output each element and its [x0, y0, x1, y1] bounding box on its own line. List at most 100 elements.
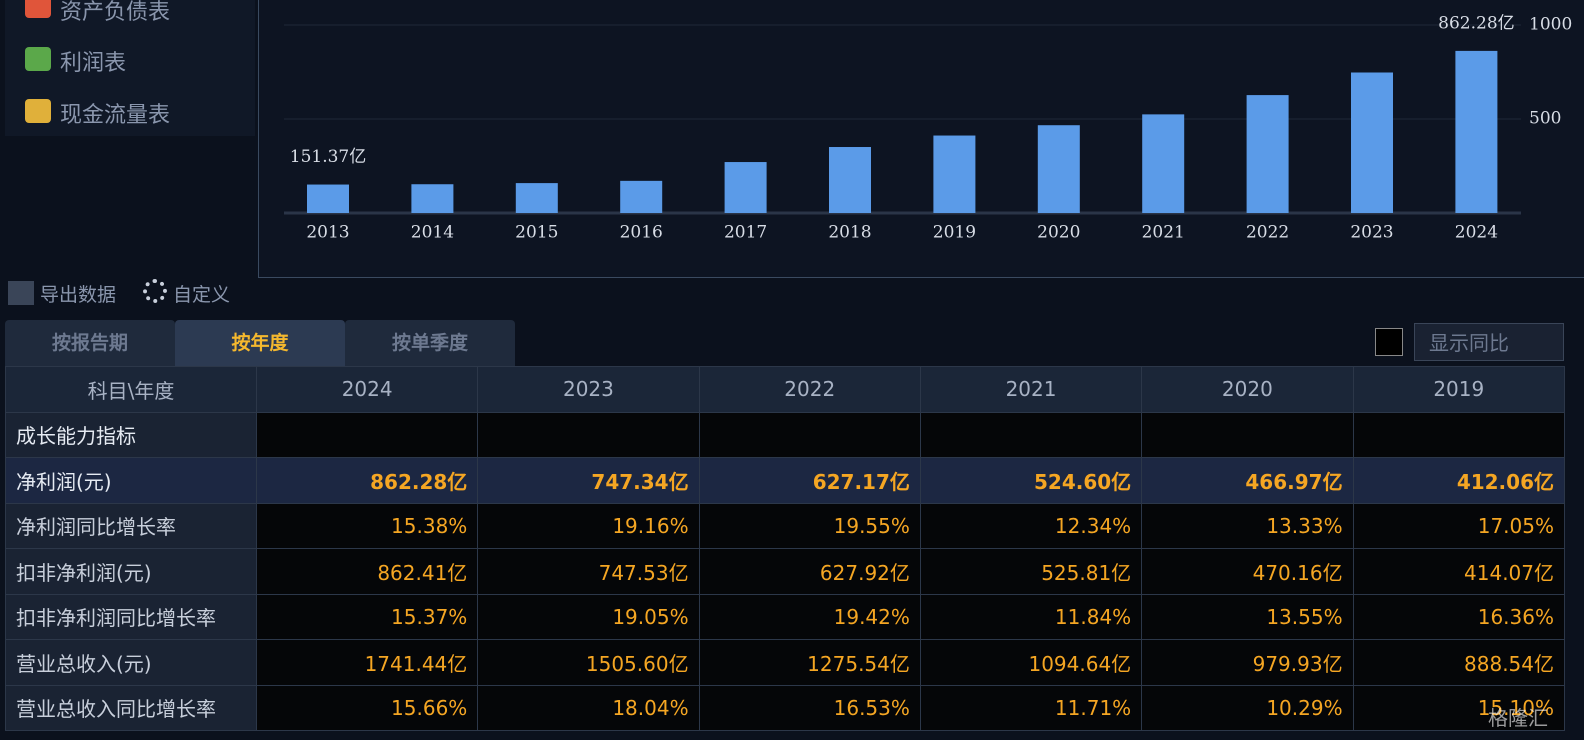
header-cell: 2024 — [255, 366, 479, 413]
bar — [1351, 72, 1393, 213]
icon — [143, 279, 167, 303]
header-cell: 2020 — [1141, 366, 1354, 413]
sidebar: 资产负债表 利润表 现金流量表 — [5, 0, 255, 136]
table-cell: 627.92亿 — [698, 548, 921, 595]
table-cell: 11.71% — [919, 684, 1143, 731]
custom-button[interactable]: 自定义 — [173, 284, 231, 306]
menu-item[interactable]: 资产负债表 — [60, 0, 171, 25]
table-cell: 888.54亿 — [1352, 639, 1566, 686]
export-button[interactable]: 导出数据 — [40, 284, 117, 306]
checkbox[interactable] — [1375, 328, 1403, 356]
table-cell: 13.33% — [1141, 502, 1354, 549]
y-tick-label: 1000 — [1529, 15, 1572, 35]
data-table: 科目\年度 2024 2023 2022 2021 2020 2019 成长能力指标 净利润(元… — [5, 366, 1566, 731]
table-cell: 19.42% — [698, 593, 921, 640]
table-cell: 净利润同比增长率 — [5, 502, 257, 549]
bar — [411, 184, 454, 213]
icon — [25, 99, 51, 123]
table-row: 营业总收入同比增长率 15.66% 18.04% 16.53% 11.71% 10.29%… — [5, 684, 1566, 731]
tab[interactable]: 按报告期 — [5, 320, 175, 366]
table-cell: 15.38% — [255, 502, 479, 549]
y-tick-label: 500 — [1529, 109, 1561, 129]
icon — [25, 47, 51, 71]
header-cell: 2022 — [698, 366, 921, 413]
table-cell: 16.53% — [698, 684, 921, 731]
table-cell: 15.10% — [1352, 684, 1566, 731]
table-row: 营业总收入(元) 1741.44亿 1505.60亿 1275.54亿 1094.64亿… — [5, 639, 1566, 686]
table-cell: 19.55% — [698, 502, 921, 549]
table-cell: 524.60亿 — [919, 457, 1143, 504]
table-cell: 525.81亿 — [919, 548, 1143, 595]
table-cell: 466.97亿 — [1141, 457, 1354, 504]
table-cell: 成长能力指标 — [5, 411, 257, 458]
table-cell: 627.17亿 — [698, 457, 921, 504]
header-cell: 2023 — [477, 366, 700, 413]
table-cell: 15.66% — [255, 684, 479, 731]
table-cell: 862.28亿 — [255, 457, 479, 504]
menu-item[interactable]: 利润表 — [60, 51, 127, 76]
table-cell: 13.55% — [1141, 593, 1354, 640]
bar — [620, 180, 663, 213]
x-tick-label: 2023 — [1350, 223, 1393, 243]
chart: 500 1000 2013 151.37亿 2014 2015 2016 2017 2018 20… — [258, 0, 1584, 278]
table-row: 成长能力指标 — [5, 411, 1566, 458]
x-tick-label: 2019 — [933, 223, 976, 243]
compare-select[interactable]: 显示同比 — [1414, 323, 1564, 361]
x-tick-label: 2013 — [306, 223, 349, 243]
table-cell: 10.29% — [1141, 684, 1354, 731]
table-cell: 1505.60亿 — [477, 639, 700, 686]
icon — [8, 281, 34, 305]
table-cell: 414.07亿 — [1352, 548, 1566, 595]
table-cell: 470.16亿 — [1141, 548, 1354, 595]
table-cell: 扣非净利润(元) — [5, 548, 257, 595]
bar — [724, 162, 767, 213]
header-cell: 2021 — [919, 366, 1143, 413]
bar — [829, 147, 871, 213]
table-cell: 1094.64亿 — [919, 639, 1143, 686]
table-cell: 862.41亿 — [255, 548, 479, 595]
x-tick-label: 2020 — [1037, 223, 1080, 243]
table-row: 净利润(元) 862.28亿 747.34亿 627.17亿 524.60亿 466.97… — [5, 457, 1566, 504]
bar — [515, 183, 558, 213]
tab[interactable]: 按单季度 — [345, 320, 515, 366]
table-row: 净利润同比增长率 15.38% 19.16% 19.55% 12.34% 13.33% 17… — [5, 502, 1566, 549]
bar — [1455, 50, 1498, 214]
table-cell — [698, 411, 921, 458]
x-tick-label: 2024 — [1455, 223, 1498, 243]
table-row: 扣非净利润(元) 862.41亿 747.53亿 627.92亿 525.81亿 470.… — [5, 548, 1566, 595]
bar — [307, 184, 349, 213]
table-cell — [1141, 411, 1354, 458]
table-cell: 营业总收入(元) — [5, 639, 257, 686]
x-tick-label: 2016 — [620, 223, 663, 243]
tab[interactable]: 按年度 — [175, 320, 345, 366]
bar — [933, 135, 976, 213]
table-cell — [1352, 411, 1566, 458]
table-cell: 18.04% — [477, 684, 700, 731]
icon — [25, 0, 51, 18]
table-cell: 1275.54亿 — [698, 639, 921, 686]
table-cell: 19.16% — [477, 502, 700, 549]
x-tick-label: 2021 — [1142, 223, 1185, 243]
menu-item[interactable]: 现金流量表 — [60, 103, 171, 128]
table-row: 扣非净利润同比增长率 15.37% 19.05% 19.42% 11.84% 13.55%… — [5, 593, 1566, 640]
table-header: 科目\年度 2024 2023 2022 2021 2020 2019 — [5, 366, 1566, 413]
bar — [1142, 114, 1185, 213]
watermark: 格隆汇 — [1488, 706, 1548, 730]
table-cell: 12.34% — [919, 502, 1143, 549]
table-cell: 747.53亿 — [477, 548, 700, 595]
x-tick-label: 2015 — [515, 223, 558, 243]
table-cell: 11.84% — [919, 593, 1143, 640]
value-label: 151.37亿 — [290, 147, 366, 167]
bar — [1246, 95, 1289, 213]
table-cell — [919, 411, 1143, 458]
header-cell: 科目\年度 — [5, 366, 257, 413]
x-tick-label: 2014 — [411, 223, 454, 243]
x-tick-label: 2018 — [828, 223, 871, 243]
table-cell: 747.34亿 — [477, 457, 700, 504]
table-cell: 17.05% — [1352, 502, 1566, 549]
table-cell: 扣非净利润同比增长率 — [5, 593, 257, 640]
table-cell — [255, 411, 479, 458]
x-tick-label: 2022 — [1246, 223, 1289, 243]
value-label: 862.28亿 — [1438, 13, 1514, 33]
header-cell: 2019 — [1352, 366, 1566, 413]
